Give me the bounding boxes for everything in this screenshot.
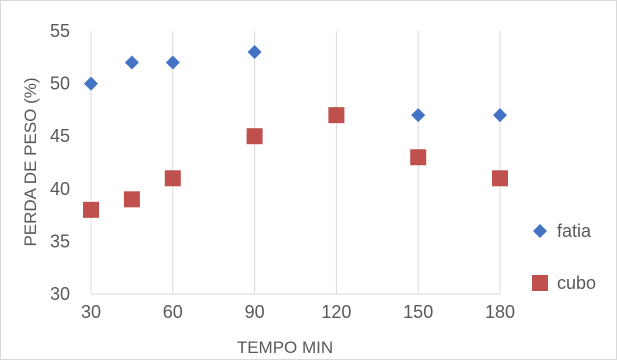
fatia-data-point <box>165 55 180 70</box>
fatia-data-point <box>411 108 426 123</box>
fatia-legend-marker <box>533 224 547 238</box>
x-tick-label: 120 <box>321 302 351 322</box>
x-tick-label: 30 <box>81 302 101 322</box>
x-axis-title: TEMPO MIN <box>237 338 333 357</box>
y-tick-label: 40 <box>50 179 70 199</box>
cubo-data-point <box>164 170 181 187</box>
x-tick-label: 90 <box>245 302 265 322</box>
cubo-data-point <box>246 128 263 145</box>
data-points <box>83 45 508 218</box>
x-tick-label: 180 <box>485 302 515 322</box>
fatia-data-point <box>247 45 262 60</box>
y-tick-label: 30 <box>50 284 70 304</box>
fatia-data-point <box>124 55 139 70</box>
y-tick-label: 45 <box>50 126 70 146</box>
cubo-data-point <box>492 170 508 187</box>
y-tick-label: 35 <box>50 231 70 251</box>
cubo-data-point <box>410 149 427 166</box>
y-tick-label: 50 <box>50 74 70 94</box>
y-axis-title: PERDA DE PESO (%) <box>21 77 40 246</box>
fatia-data-point <box>493 108 507 123</box>
fatia-data-point <box>84 76 98 91</box>
x-tick-label: 150 <box>403 302 433 322</box>
x-tick-label: 60 <box>163 302 183 322</box>
legend: fatia cubo <box>532 221 596 293</box>
axes: 30 60 90 120 150 180 30 35 40 45 50 55 <box>50 21 515 322</box>
y-tick-label: 55 <box>50 21 70 41</box>
cubo-legend-marker <box>532 275 548 291</box>
cubo-data-point <box>83 201 99 218</box>
legend-label-cubo: cubo <box>557 273 596 293</box>
cubo-data-point <box>328 107 345 124</box>
cubo-data-point <box>123 191 140 208</box>
legend-label-fatia: fatia <box>557 221 592 241</box>
